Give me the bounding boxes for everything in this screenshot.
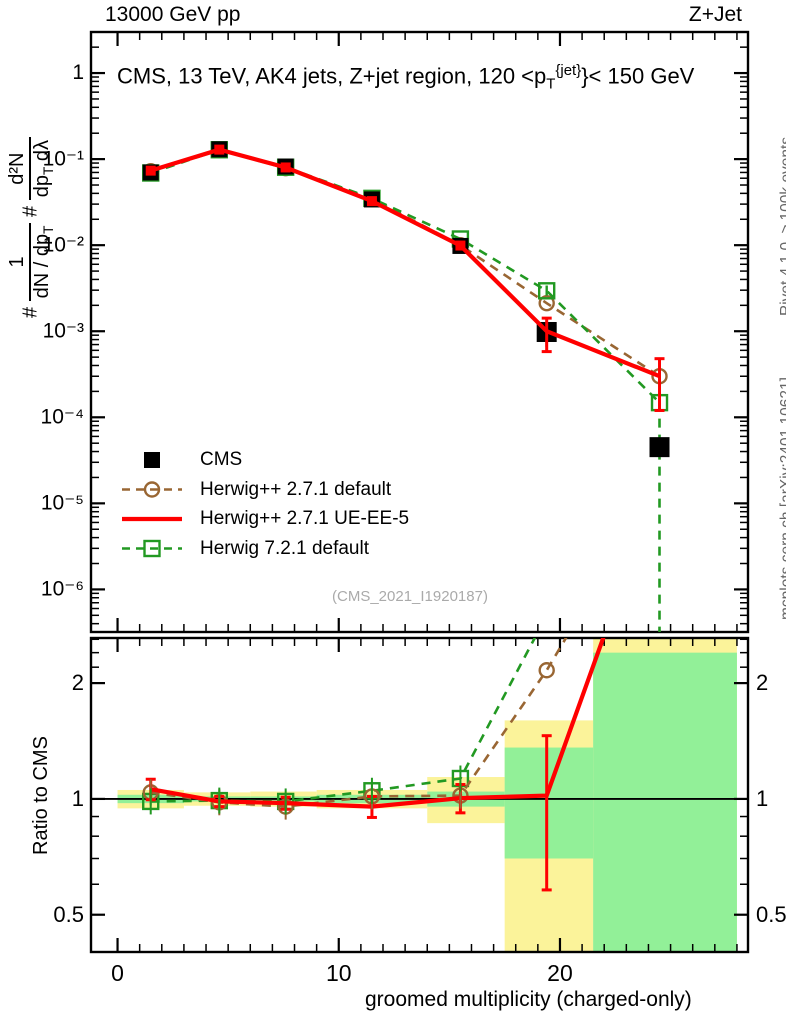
main-y-tick-label: 10⁻¹ — [42, 147, 84, 171]
legend-label: Herwig++ 2.7.1 default — [200, 478, 392, 500]
x-tick-label: 10 — [325, 960, 352, 986]
ratio-y-axis-title: Ratio to CMS — [30, 736, 52, 855]
series-line-hpp-ueee5 — [150, 147, 661, 379]
y-title-hash2: # — [19, 205, 42, 217]
legend-markers — [122, 452, 182, 558]
y-title-numerator: 1 — [6, 222, 31, 302]
marker-hpp-ueee5 — [366, 196, 377, 207]
x-axis-title: groomed multiplicity (charged-only) — [365, 988, 692, 1011]
main-annotation-tail: }< 150 GeV — [581, 63, 695, 89]
main-y-tick-label: 10⁻⁶ — [40, 577, 84, 601]
legend-marker-cms — [144, 452, 160, 468]
header-process-label: Z+Jet — [688, 3, 742, 26]
legend-label: Herwig 7.2.1 default — [200, 537, 369, 559]
legend-marker-hpp-default-symbol — [143, 481, 161, 498]
header-beam-label: 13000 GeV pp — [105, 3, 241, 26]
series-line-h7-default — [150, 148, 661, 404]
ratio-y-tick-label-left: 0.5 — [53, 901, 84, 927]
marker-hpp-default — [538, 294, 555, 312]
ratio-uncertainty-bands — [117, 638, 737, 952]
main-annotation: CMS, 13 TeV, AK4 jets, Z+jet region, 120… — [117, 62, 694, 93]
x-tick-label: 20 — [547, 960, 573, 986]
marker-hpp-ueee5 — [145, 165, 156, 176]
ratio-panel-ticks — [91, 638, 748, 953]
marker-h7-default — [537, 282, 556, 300]
ratio-panel-series — [142, 608, 606, 892]
ratio-marker-h7-default — [539, 608, 554, 623]
y-title-dpt: dp — [31, 175, 53, 198]
marker-hpp-ueee5 — [455, 240, 466, 251]
y-title-d2n: d²N — [6, 152, 28, 185]
legend-label: Herwig++ 2.7.1 UE-EE-5 — [200, 508, 410, 529]
main-annotation-sub: T — [546, 75, 556, 93]
rivet-version-label: Rivet 4.1.0, ≥ 100k events — [778, 136, 786, 316]
ratio-y-tick-label-left: 1 — [71, 785, 84, 811]
main-panel-frame — [89, 30, 750, 634]
main-y-tick-label: 10⁻² — [42, 233, 84, 257]
ratio-y-tick-label-right: 2 — [756, 670, 769, 696]
main-panel-series — [142, 141, 670, 632]
main-y-tick-label: 10⁻⁵ — [40, 491, 84, 515]
marker-hpp-ueee5 — [214, 144, 225, 155]
legend-marker-h7-default-symbol — [143, 539, 161, 558]
ratio-band-inner — [504, 747, 594, 859]
marker-hpp-ueee5 — [280, 162, 291, 173]
ratio-panel-frame — [89, 636, 750, 954]
mcplots-reference-label: mcplots.cern.ch [arXiv:2401.10621] — [778, 377, 786, 620]
main-y-tick-label: 1 — [72, 61, 84, 85]
marker-cms — [649, 437, 670, 458]
series-line-hpp-default — [150, 148, 661, 378]
main-annotation-sup: {jet} — [555, 62, 582, 79]
ratio-y-tick-label-right: 0.5 — [756, 901, 786, 927]
y-title-numerator2: d²N — [6, 137, 31, 201]
ratio-marker-hpp-default — [538, 662, 555, 679]
analysis-watermark: (CMS_2021_I1920187) — [332, 588, 488, 605]
main-y-tick-label: 10⁻⁴ — [40, 405, 84, 429]
ratio-band-inner — [593, 652, 737, 952]
ratio-y-tick-label-left: 2 — [71, 670, 84, 696]
legend-label: CMS — [200, 449, 243, 470]
y-title-one: 1 — [6, 256, 28, 268]
main-panel-ticks — [91, 31, 748, 632]
main-annotation-head: CMS, 13 TeV, AK4 jets, Z+jet region, 120… — [117, 63, 547, 89]
y-title-hash1: # — [19, 306, 42, 318]
x-tick-label: 0 — [111, 960, 124, 986]
ratio-y-tick-label-right: 1 — [756, 785, 769, 811]
main-y-tick-label: 10⁻³ — [42, 319, 84, 343]
